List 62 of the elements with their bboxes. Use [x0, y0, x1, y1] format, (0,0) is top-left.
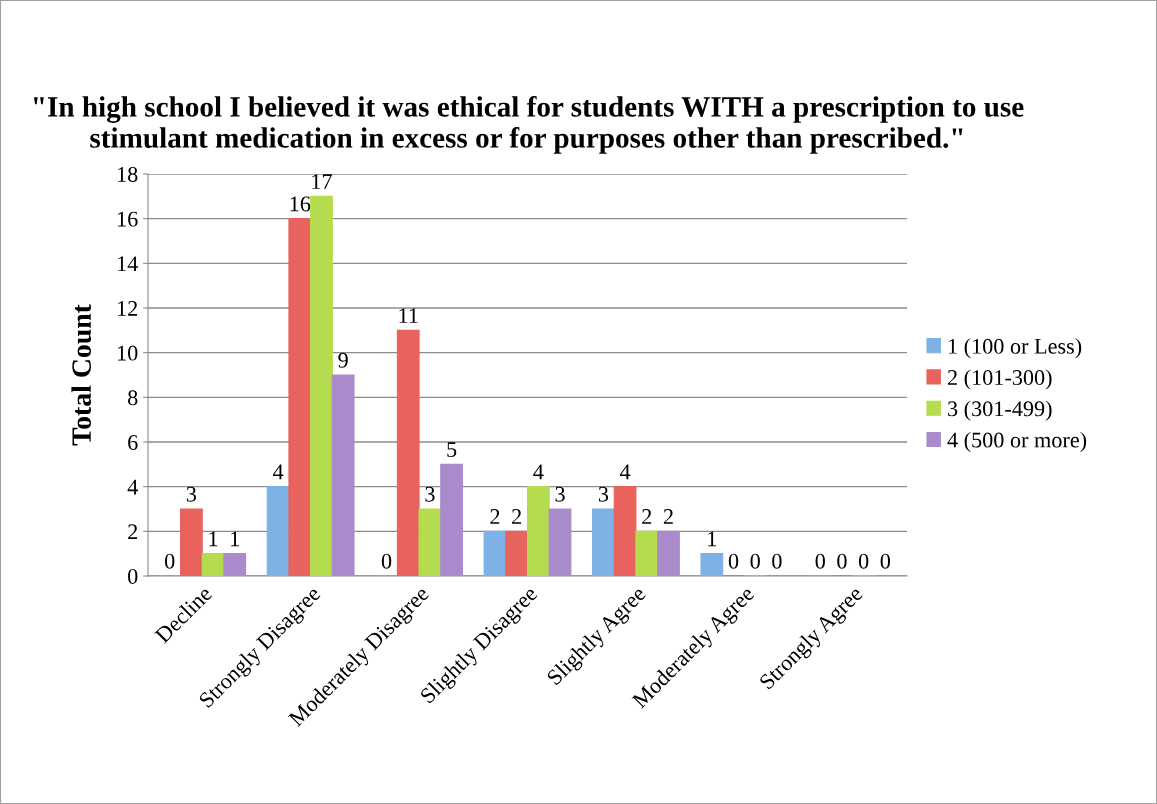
- data-label: 0: [164, 553, 175, 569]
- data-label: 1: [231, 531, 239, 547]
- data-label: 0: [750, 553, 760, 569]
- y-tick-label: 16: [118, 211, 138, 227]
- bar: [223, 553, 247, 576]
- y-tick-label: 6: [128, 434, 138, 450]
- data-label: 2: [663, 509, 673, 524]
- bar: [700, 553, 724, 576]
- data-label: 17: [312, 174, 332, 189]
- bar: [635, 530, 659, 576]
- bar: [418, 508, 442, 576]
- legend-label: 2 (101-300): [947, 369, 1052, 390]
- bar: [505, 530, 529, 576]
- bar: [396, 329, 420, 576]
- legend-label: 4 (500 or more): [947, 431, 1087, 453]
- data-label: 0: [772, 553, 782, 569]
- bar: [592, 508, 615, 576]
- y-tick-label: 2: [128, 524, 138, 540]
- y-tick-label: 8: [128, 390, 138, 406]
- bar: [179, 508, 203, 576]
- bar: [440, 463, 463, 576]
- y-axis-title: Total Count: [71, 304, 92, 446]
- data-label: 0: [858, 553, 869, 569]
- data-label: 1: [209, 531, 218, 547]
- data-label: 3: [425, 486, 435, 502]
- bar: [613, 486, 637, 576]
- data-label: 0: [880, 553, 891, 569]
- data-label: 0: [815, 553, 825, 569]
- y-tick-label: 18: [118, 166, 138, 182]
- data-label: 9: [338, 352, 348, 368]
- bar: [657, 530, 680, 576]
- y-tick-label: 12: [118, 300, 138, 316]
- y-tick-label: 0: [128, 568, 138, 584]
- bar: [548, 508, 572, 576]
- y-tick-label: 14: [118, 256, 138, 272]
- data-label: 2: [642, 509, 652, 524]
- data-label: 0: [837, 553, 847, 569]
- bar: [331, 374, 355, 576]
- bar: [526, 486, 550, 576]
- data-label: 2: [490, 509, 500, 524]
- data-label: 3: [555, 486, 565, 502]
- data-label: 11: [399, 308, 418, 323]
- legend-label: 1 (100 or Less): [948, 338, 1082, 359]
- data-label: 2: [512, 509, 521, 524]
- data-label: 3: [186, 486, 197, 502]
- data-label: 4: [272, 464, 284, 480]
- data-label: 0: [381, 553, 392, 569]
- bar: [201, 553, 225, 576]
- data-label: 0: [728, 553, 739, 569]
- data-label: 4: [619, 464, 631, 480]
- bar: [483, 530, 507, 576]
- bar: [288, 218, 312, 576]
- chart-title: "In high school I believed it was ethical for students WITH a prescription to use stimulant medication in excess or for purposes other than prescribed.": [34, 95, 1024, 154]
- data-label: 3: [598, 486, 609, 502]
- y-tick-label: 4: [127, 479, 138, 495]
- data-label: 4: [533, 464, 544, 480]
- legend-label: 3 (301-499): [948, 400, 1052, 421]
- data-label: 5: [447, 442, 457, 458]
- bar: [266, 486, 290, 576]
- y-tick-label: 10: [118, 345, 138, 361]
- bar: [310, 195, 333, 576]
- data-label: 1: [708, 531, 717, 547]
